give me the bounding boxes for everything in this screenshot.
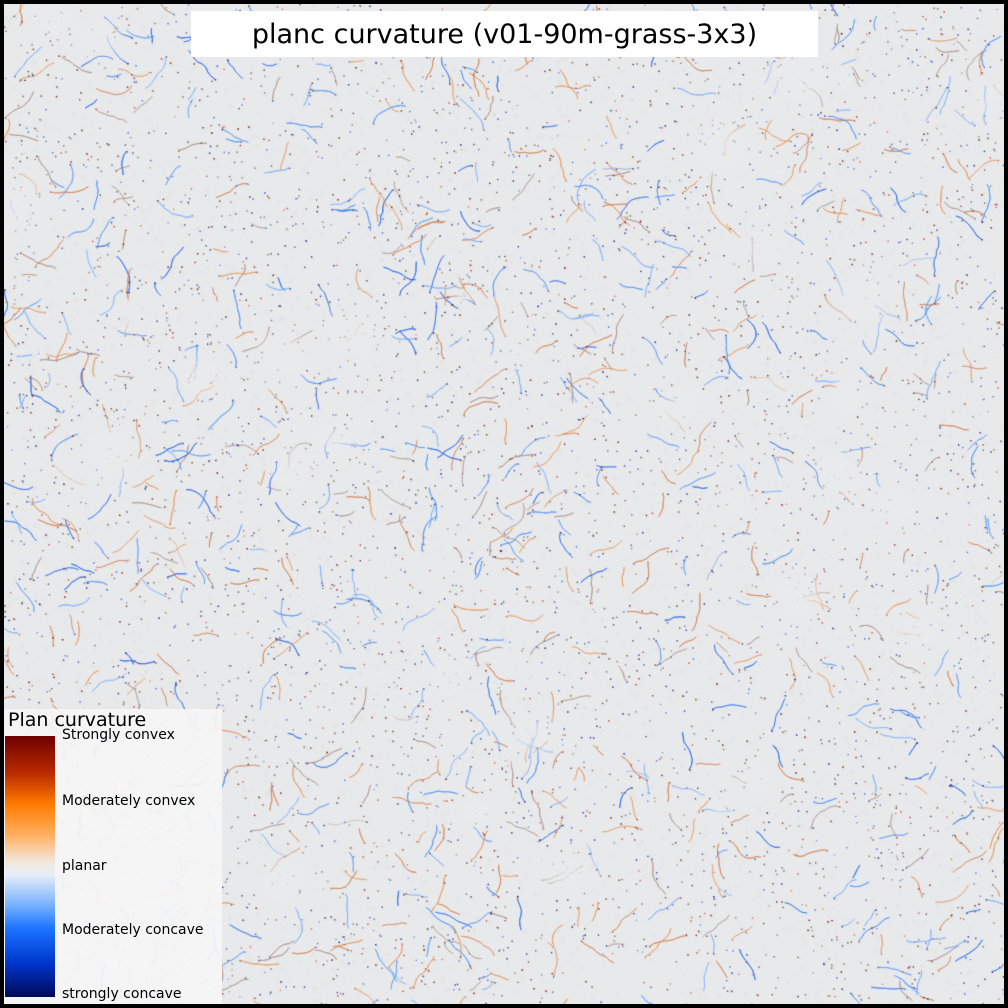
legend-label-strongly-concave: strongly concave: [62, 986, 182, 1002]
map-title: planc curvature (v01-90m-grass-3x3): [251, 18, 758, 50]
title-box: planc curvature (v01-90m-grass-3x3): [191, 11, 818, 57]
legend-label-strongly-convex: Strongly convex: [62, 727, 175, 743]
legend-color-ramp: [5, 736, 55, 997]
legend-label-planar: planar: [62, 858, 107, 874]
legend-label-moderately-concave: Moderately concave: [62, 922, 204, 938]
legend: Plan curvature Strongly convex Moderatel…: [4, 709, 222, 1004]
legend-title: Plan curvature: [8, 709, 147, 731]
legend-label-moderately-convex: Moderately convex: [62, 793, 196, 809]
